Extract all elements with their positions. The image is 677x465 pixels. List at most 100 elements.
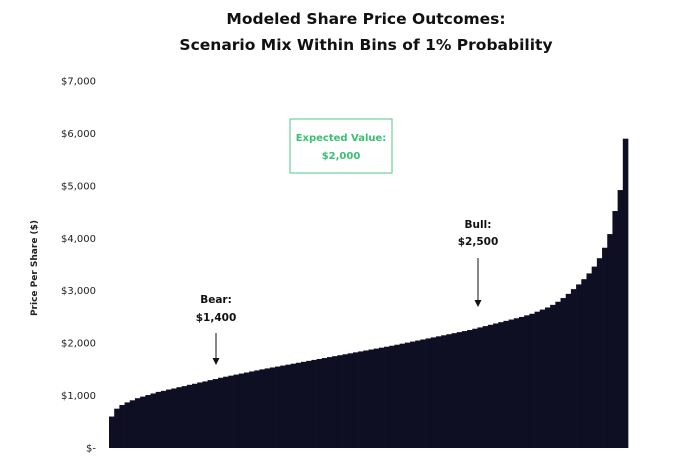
bull-value: $2,500 xyxy=(458,236,499,248)
bar xyxy=(503,320,509,448)
bar xyxy=(202,381,208,448)
bar xyxy=(306,360,312,448)
bar xyxy=(358,351,364,448)
y-tick-label: $3,000 xyxy=(61,286,96,297)
bar xyxy=(508,319,515,448)
bar xyxy=(565,293,572,448)
bar xyxy=(285,364,291,448)
bar xyxy=(311,359,317,448)
bar xyxy=(295,362,302,448)
bar xyxy=(570,289,577,448)
bear-value: $1,400 xyxy=(196,312,237,324)
bar xyxy=(155,391,162,448)
expected-value-label: Expected Value: xyxy=(296,133,387,144)
bar xyxy=(347,353,354,448)
bar xyxy=(461,331,468,448)
bull-arrow-head xyxy=(474,300,482,307)
bar xyxy=(430,337,437,448)
bar xyxy=(524,315,530,448)
bar xyxy=(456,332,463,448)
bar xyxy=(254,370,260,448)
y-tick-label: $7,000 xyxy=(61,77,96,88)
bar xyxy=(124,402,131,448)
chart-title: Modeled Share Price Outcomes: Scenario M… xyxy=(179,10,552,54)
bar xyxy=(451,333,458,448)
bar xyxy=(487,324,494,448)
bull-annotation: Bull: $2,500 xyxy=(458,219,499,307)
bar xyxy=(269,367,276,448)
bar xyxy=(212,379,219,448)
bar xyxy=(186,384,193,448)
bar-series xyxy=(109,138,629,449)
bar xyxy=(581,279,587,448)
bear-label: Bear: xyxy=(200,294,232,306)
bar xyxy=(264,368,271,448)
y-tick-label: $4,000 xyxy=(61,234,96,245)
bar xyxy=(332,356,338,448)
bar xyxy=(394,344,400,448)
bar xyxy=(249,371,255,448)
bar xyxy=(477,327,484,448)
bar xyxy=(160,390,167,448)
bar xyxy=(109,416,115,448)
bar xyxy=(441,335,447,448)
bull-label: Bull: xyxy=(465,219,492,231)
bar xyxy=(275,366,281,448)
bar xyxy=(513,318,520,448)
bar xyxy=(555,301,561,448)
bar xyxy=(404,342,411,448)
bar xyxy=(228,375,234,448)
bear-annotation: Bear: $1,400 xyxy=(196,294,237,365)
bar xyxy=(368,349,375,448)
y-axis-title: Price Per Share ($) xyxy=(30,220,40,316)
bar xyxy=(493,323,499,448)
bar xyxy=(342,354,349,448)
bar xyxy=(337,355,343,448)
expected-value-box: Expected Value: $2,000 xyxy=(289,118,393,174)
bar xyxy=(129,400,136,448)
bar xyxy=(290,363,297,448)
bar xyxy=(197,382,203,448)
bar xyxy=(378,347,385,448)
bar xyxy=(176,387,183,448)
bar xyxy=(612,211,618,448)
bar xyxy=(166,389,172,448)
bar xyxy=(223,376,229,448)
y-tick-label: $6,000 xyxy=(61,129,96,140)
bar xyxy=(622,138,629,449)
y-tick-label: $2,000 xyxy=(61,339,96,350)
bar xyxy=(602,247,608,448)
bar xyxy=(145,395,151,448)
bar xyxy=(259,369,266,448)
bar xyxy=(482,326,489,448)
bar xyxy=(410,341,416,448)
bar xyxy=(467,330,473,448)
bear-arrow-head xyxy=(212,358,220,365)
bar xyxy=(238,373,245,448)
bar xyxy=(207,380,214,448)
y-axis-ticks: $- $1,000 $2,000 $3,000 $4,000 $5,000 $6,000 $7… xyxy=(61,77,96,455)
bar xyxy=(596,258,603,448)
bar xyxy=(192,383,198,448)
bar xyxy=(539,309,546,448)
bar xyxy=(550,304,556,448)
bar xyxy=(217,377,224,448)
bar xyxy=(316,358,323,448)
bar xyxy=(425,338,432,448)
bar xyxy=(435,336,442,448)
bar xyxy=(534,311,541,448)
bar xyxy=(560,298,567,448)
bar xyxy=(363,350,369,448)
bar xyxy=(420,339,426,448)
bar xyxy=(472,328,478,448)
bar xyxy=(326,357,333,448)
bar xyxy=(529,313,535,448)
bar xyxy=(544,307,551,448)
bar xyxy=(591,266,598,448)
bar xyxy=(576,284,582,448)
y-tick-label: $5,000 xyxy=(61,181,96,192)
bar xyxy=(607,234,613,448)
bar xyxy=(119,405,125,448)
